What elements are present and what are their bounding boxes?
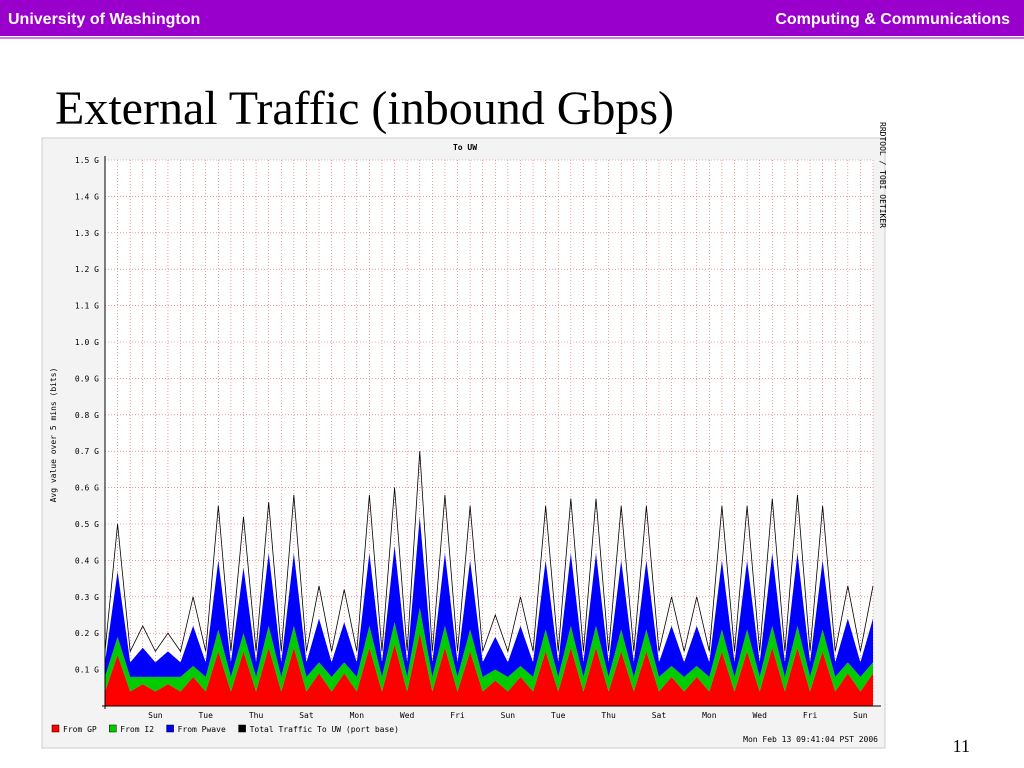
y-tick-label: 0.1 G [75, 666, 99, 675]
x-tick-label: Thu [249, 711, 264, 720]
x-tick-label: Thu [601, 711, 616, 720]
x-tick-label: Fri [450, 711, 465, 720]
y-tick-label: 0.6 G [75, 484, 99, 493]
legend-label: From I2 [120, 725, 154, 734]
y-tick-label: 0.9 G [75, 374, 99, 383]
y-tick-label: 0.4 G [75, 556, 99, 565]
legend-swatch [51, 724, 60, 733]
legend-swatch [109, 724, 117, 733]
y-tick-label: 0.2 G [75, 629, 99, 638]
y-tick-label: 1.4 G [75, 192, 99, 201]
page-number: 11 [953, 736, 970, 756]
area [105, 516, 873, 677]
x-tick-label: Tue [551, 711, 566, 720]
y-tick-label: 1.3 G [75, 229, 99, 238]
x-tick-label: Wed [400, 711, 415, 720]
x-tick-label: Tue [198, 711, 213, 720]
side-note: RRDTOOL / TOBI OETIKER [878, 122, 887, 228]
y-tick-label: 0.7 G [75, 447, 99, 456]
area [105, 607, 873, 692]
header-right: Computing & Communications [775, 11, 1010, 28]
x-tick-label: Fri [803, 711, 818, 720]
slide-title: External Traffic (inbound Gbps) [55, 82, 674, 135]
x-tick-label: Mon [702, 711, 717, 720]
x-tick-label: Sun [853, 711, 868, 720]
x-tick-label: Sat [299, 711, 314, 720]
legend-swatch [238, 724, 246, 733]
legend-label: From GP [63, 725, 97, 734]
header-bar [0, 0, 1024, 36]
header-left: University of Washington [8, 11, 200, 28]
x-tick-label: Mon [350, 711, 365, 720]
y-axis-label: Avg value over 5 mins (bits) [49, 368, 58, 503]
area [105, 633, 873, 706]
chart-title: To UW [453, 143, 477, 152]
x-tick-label: Wed [752, 711, 767, 720]
line [104, 451, 874, 653]
legend-label: Total Traffic To UW (port base) [250, 725, 399, 734]
x-tick-label: Sun [501, 711, 516, 720]
y-tick-label: 0.3 G [75, 593, 99, 602]
y-tick-label: 1.1 G [75, 302, 99, 311]
y-tick-label: 0.5 G [75, 520, 99, 529]
y-tick-label: 0.8 G [75, 411, 99, 420]
legend-label: From Pwave [178, 725, 226, 734]
x-tick-label: Sat [652, 711, 667, 720]
y-tick-label: 1.2 G [75, 265, 99, 274]
y-tick-label: 1.0 G [75, 338, 99, 347]
timestamp: Mon Feb 13 09:41:04 PST 2006 [743, 735, 878, 744]
legend-swatch [166, 724, 174, 733]
x-tick-label: Sun [148, 711, 163, 720]
y-tick-label: 1.5 G [75, 156, 99, 165]
